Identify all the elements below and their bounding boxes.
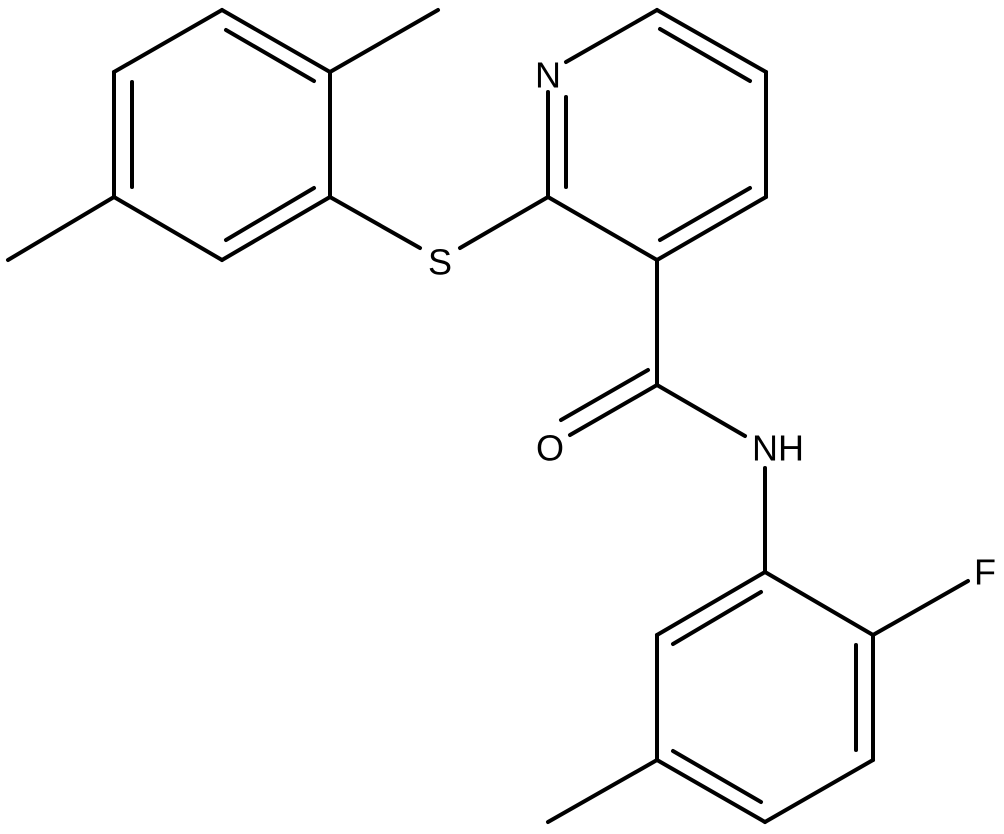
atom-label: O — [536, 428, 564, 469]
bonds — [6, 8, 970, 824]
atom-label: N — [535, 55, 561, 96]
atom-label: S — [428, 242, 452, 283]
atom-label: F — [974, 552, 996, 593]
atom-label: NH — [752, 428, 804, 469]
